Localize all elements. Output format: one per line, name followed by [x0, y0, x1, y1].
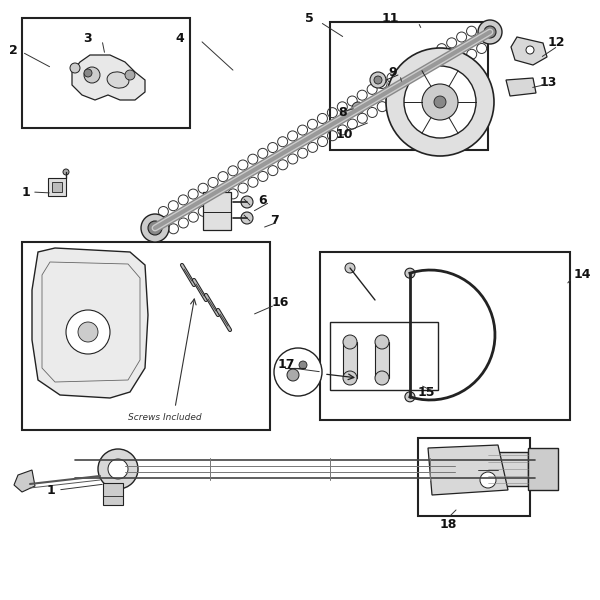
Bar — [22, 242, 270, 430]
Text: 17: 17 — [278, 358, 296, 371]
Text: 1: 1 — [21, 185, 30, 199]
Ellipse shape — [107, 72, 129, 88]
Circle shape — [386, 48, 494, 156]
Circle shape — [375, 335, 389, 349]
Bar — [330, 322, 438, 390]
Bar — [488, 452, 528, 486]
Circle shape — [148, 221, 162, 235]
Bar — [48, 178, 66, 196]
Text: 14: 14 — [574, 269, 592, 281]
Circle shape — [374, 76, 382, 84]
Polygon shape — [72, 55, 145, 100]
Text: 16: 16 — [272, 295, 289, 308]
Circle shape — [375, 371, 389, 385]
Circle shape — [478, 20, 502, 44]
Circle shape — [241, 212, 253, 224]
Circle shape — [370, 72, 386, 88]
Bar — [22, 18, 190, 128]
Text: 9: 9 — [388, 65, 397, 79]
Circle shape — [70, 63, 80, 73]
Bar — [330, 22, 488, 150]
Polygon shape — [428, 445, 508, 495]
Text: 6: 6 — [258, 193, 266, 206]
Circle shape — [404, 66, 476, 138]
Circle shape — [78, 322, 98, 342]
Circle shape — [63, 169, 69, 175]
Bar — [375, 342, 389, 378]
Circle shape — [355, 105, 361, 111]
Circle shape — [125, 70, 135, 80]
Circle shape — [526, 46, 534, 54]
Text: Screws Included: Screws Included — [128, 413, 202, 422]
Text: 11: 11 — [381, 11, 399, 25]
Bar — [418, 438, 530, 516]
Circle shape — [345, 263, 355, 273]
Circle shape — [287, 369, 299, 381]
Text: 3: 3 — [83, 31, 92, 44]
Circle shape — [405, 268, 415, 278]
Text: 18: 18 — [439, 517, 457, 530]
Text: 12: 12 — [548, 35, 566, 49]
Text: 7: 7 — [270, 214, 279, 226]
Polygon shape — [511, 37, 547, 65]
Circle shape — [405, 392, 415, 402]
Polygon shape — [32, 248, 148, 398]
Circle shape — [299, 361, 307, 369]
Bar — [320, 252, 570, 420]
Circle shape — [141, 214, 169, 242]
Circle shape — [480, 472, 496, 488]
Text: 4: 4 — [175, 31, 184, 44]
Text: 10: 10 — [336, 127, 353, 140]
Circle shape — [352, 102, 364, 114]
Circle shape — [343, 335, 357, 349]
Text: 2: 2 — [9, 43, 18, 56]
Circle shape — [98, 449, 138, 489]
Text: 13: 13 — [540, 76, 557, 88]
Polygon shape — [14, 470, 35, 492]
Circle shape — [108, 459, 128, 479]
Text: 1: 1 — [46, 484, 55, 497]
Bar — [103, 483, 123, 505]
Bar — [528, 448, 558, 490]
Circle shape — [274, 348, 322, 396]
Polygon shape — [506, 78, 536, 96]
Circle shape — [241, 196, 253, 208]
Circle shape — [84, 69, 92, 77]
Bar — [343, 342, 357, 378]
Text: 8: 8 — [338, 106, 347, 118]
Circle shape — [343, 371, 357, 385]
Circle shape — [84, 67, 100, 83]
Circle shape — [484, 26, 496, 38]
Text: 15: 15 — [418, 385, 436, 398]
Text: 5: 5 — [305, 11, 314, 25]
Circle shape — [422, 84, 458, 120]
Circle shape — [434, 96, 446, 108]
Circle shape — [66, 310, 110, 354]
Bar — [52, 182, 62, 192]
Bar — [203, 192, 231, 230]
